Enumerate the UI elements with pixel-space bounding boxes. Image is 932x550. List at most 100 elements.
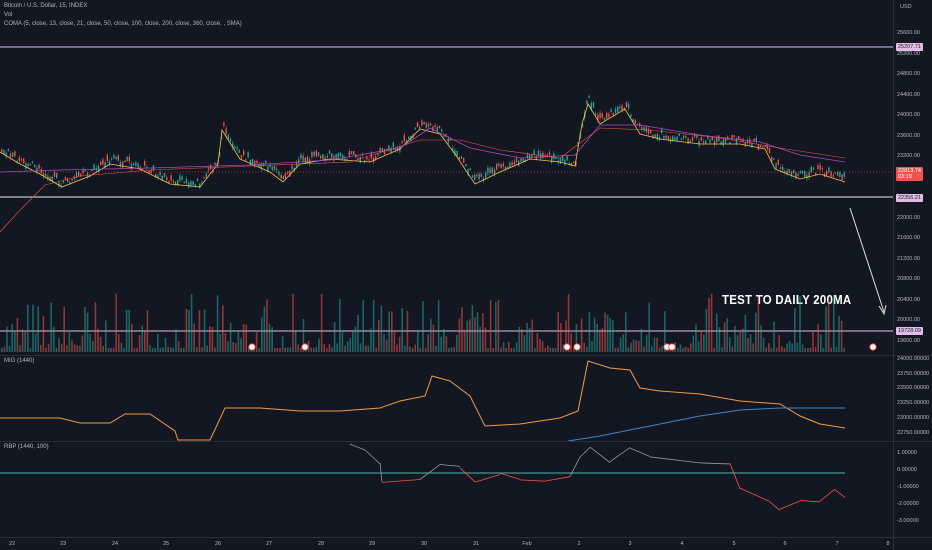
mig-chart-canvas[interactable] — [0, 356, 893, 442]
volume-bar — [521, 329, 523, 352]
volume-bar — [172, 347, 175, 352]
price-candle — [416, 122, 419, 127]
price-candle — [148, 170, 150, 174]
price-candle — [815, 172, 817, 175]
price-candle — [394, 148, 397, 151]
volume-bar — [817, 323, 819, 352]
price-candle — [357, 158, 359, 160]
price-candle — [34, 164, 36, 168]
volume-bar — [367, 345, 370, 352]
volume-bar — [167, 346, 169, 352]
volume-bar — [281, 335, 284, 352]
volume-bar — [482, 313, 484, 352]
time-tick-label: 6 — [783, 541, 787, 547]
price-candle — [513, 161, 515, 165]
price-candle — [485, 172, 487, 178]
price-candle — [361, 154, 364, 156]
price-candle — [665, 135, 667, 139]
mig-tick-label: 24000.00000 — [897, 356, 930, 362]
volume-bar — [118, 334, 120, 352]
price-candle — [102, 159, 104, 165]
volume-bar — [591, 341, 593, 352]
price-candle — [115, 157, 117, 160]
volume-bar — [255, 332, 258, 352]
price-candle — [53, 171, 56, 177]
volume-bar — [744, 314, 747, 352]
price-candle — [183, 181, 185, 184]
price-candle — [49, 177, 51, 181]
price-candle — [696, 135, 698, 138]
volume-bar — [838, 315, 840, 352]
price-candle — [419, 126, 421, 129]
symbol-legend[interactable]: Bitcoin / U.S. Dollar, 15, INDEX — [4, 3, 88, 9]
volume-legend[interactable]: Vol — [4, 12, 13, 18]
price-candle — [678, 134, 680, 136]
price-candle — [104, 162, 106, 168]
price-axis[interactable]: USD — [893, 0, 932, 550]
price-candle — [786, 170, 788, 174]
price-candle — [676, 136, 678, 142]
volume-bar — [437, 300, 440, 352]
volume-bar — [539, 339, 541, 352]
current-price-value: 22813.74 — [898, 168, 921, 174]
volume-bar — [159, 347, 162, 352]
ma-legend[interactable]: COMA (5, close, 13, close, 21, close, 50… — [4, 21, 242, 27]
rbp-line-segment — [419, 464, 441, 480]
rbp-pane[interactable]: RBP (1440, 100) — [0, 442, 893, 537]
mig-legend[interactable]: MIG (1440) — [4, 358, 35, 364]
price-candle — [555, 157, 557, 160]
volume-bar — [146, 310, 149, 352]
price-candle — [227, 135, 229, 140]
volume-bar — [799, 296, 801, 352]
volume-bar — [640, 328, 643, 352]
volume-bar — [370, 328, 372, 352]
price-tick-label: 24800.00 — [897, 71, 920, 77]
price-candle — [775, 162, 777, 169]
price-candle — [773, 158, 775, 160]
price-candle — [760, 145, 762, 148]
volume-bar — [476, 312, 479, 352]
price-candle — [738, 135, 740, 140]
moving-average-line — [0, 103, 846, 188]
volume-bar — [809, 347, 812, 352]
price-candle — [69, 181, 71, 184]
price-candle — [438, 126, 441, 129]
annotation-arrowhead — [878, 304, 887, 316]
price-candle — [570, 162, 573, 167]
volume-bar — [664, 311, 666, 352]
price-candle — [326, 155, 328, 158]
volume-bar — [593, 317, 596, 352]
price-candle — [551, 156, 553, 163]
rbp-line-segment — [629, 447, 651, 457]
price-candle — [324, 157, 326, 161]
volume-bar — [151, 347, 154, 352]
chart-annotation-text[interactable]: TEST TO DAILY 200MA — [722, 292, 852, 307]
price-candle — [377, 153, 379, 156]
time-tick-label: 8 — [886, 541, 890, 547]
price-candle — [511, 162, 513, 166]
volume-bar — [713, 347, 715, 352]
price-candle — [40, 169, 42, 173]
rbp-chart-canvas[interactable] — [0, 442, 893, 537]
volume-bar — [279, 347, 281, 352]
volume-bar — [120, 342, 123, 352]
price-candle — [784, 170, 786, 173]
rbp-line-segment — [589, 446, 611, 463]
rbp-legend[interactable]: RBP (1440, 100) — [4, 444, 49, 450]
price-candle — [832, 175, 834, 177]
price-candle — [5, 152, 7, 157]
price-candle — [812, 167, 815, 170]
price-pane[interactable]: Bitcoin / U.S. Dollar, 15, INDEX Vol COM… — [0, 0, 893, 355]
volume-bar — [89, 333, 91, 352]
price-chart-canvas[interactable] — [0, 0, 893, 355]
price-candle — [647, 128, 650, 134]
price-candle — [45, 173, 47, 176]
volume-bar — [232, 341, 234, 352]
upper-level-tag: 25207.71 — [896, 43, 923, 51]
price-candle — [119, 161, 122, 167]
volume-bar — [547, 345, 549, 352]
mig-pane[interactable]: MIG (1440) — [0, 356, 893, 441]
volume-bar — [53, 326, 55, 352]
volume-bar — [274, 347, 276, 352]
price-candle — [249, 160, 251, 166]
